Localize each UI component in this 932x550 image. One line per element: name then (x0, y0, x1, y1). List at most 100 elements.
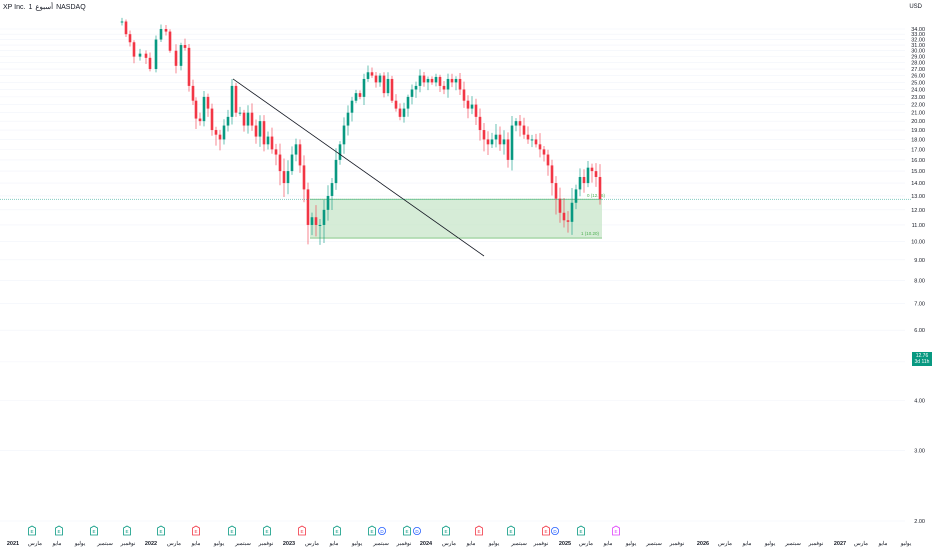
candle-body (164, 29, 168, 32)
candle-body (234, 85, 238, 113)
x-tick-label: نوفمبر (396, 541, 412, 547)
x-tick-label: مارس (718, 540, 732, 547)
zone-top-label: 0 (12.76) (587, 193, 606, 198)
zone-rect (310, 199, 602, 239)
symbol-header[interactable]: XP Inc. 1 أسبوع NASDAQ (3, 3, 89, 11)
grid (0, 28, 905, 522)
candle-body (282, 171, 286, 184)
candle-body (418, 75, 422, 86)
y-tick-label: 9.00 (914, 258, 925, 264)
candlestick-series[interactable] (120, 17, 602, 245)
earnings-marker-label: E (405, 529, 408, 534)
y-tick-label: 14.00 (911, 181, 925, 187)
candle-body (522, 125, 526, 135)
candle-body (330, 183, 334, 196)
zone-bottom-label: 1 (10.20) (581, 231, 600, 236)
x-tick-label: نوفمبر (669, 541, 685, 547)
x-tick-label: 2021 (7, 541, 19, 547)
dividend-marker-label: D (553, 529, 557, 534)
y-tick-label: 26.00 (911, 74, 925, 80)
earnings-marker-label: E (477, 529, 480, 534)
candle-body (132, 42, 136, 57)
candle-body (159, 29, 163, 40)
candle-body (406, 96, 410, 109)
candle-body (326, 195, 330, 210)
candle-body (482, 130, 486, 140)
candle-body (538, 144, 542, 150)
dividend-marker (377, 527, 386, 536)
currency-label[interactable]: USD (909, 4, 922, 10)
candle-body (222, 125, 226, 140)
candle-body (334, 159, 338, 184)
last-price-value: 12.76 (915, 353, 929, 359)
candle-body (458, 78, 462, 90)
earnings-marker-label: E (544, 529, 547, 534)
earnings-marker-label: E (57, 529, 60, 534)
countdown-value: 3d 11h (914, 359, 930, 365)
candle-body (598, 176, 602, 200)
candle-body (478, 116, 482, 131)
candle-body (566, 220, 570, 222)
earnings-marker-label: E (614, 529, 617, 534)
y-tick-label: 27.00 (911, 67, 925, 73)
y-tick-label: 19.00 (911, 128, 925, 134)
x-tick-label: نوفمبر (258, 541, 274, 547)
x-tick-label: يوليو (74, 540, 86, 547)
x-tick-label: يوليو (764, 540, 776, 547)
candle-body (586, 167, 590, 184)
candle-body (286, 171, 290, 184)
y-tick-label: 6.00 (914, 328, 925, 334)
candle-body (342, 125, 346, 145)
candle-body (322, 209, 326, 225)
x-tick-label: 2022 (145, 541, 157, 547)
earnings-marker-label: E (230, 529, 233, 534)
candle-body (370, 72, 374, 76)
x-tick-label: 2026 (697, 541, 709, 547)
candle-body (346, 112, 350, 126)
earnings-marker-label: E (159, 529, 162, 534)
candle-body (526, 134, 530, 140)
candle-body (590, 167, 594, 172)
candle-body (258, 121, 262, 137)
candle-body (502, 139, 506, 145)
dividend-marker (412, 527, 421, 536)
trendline[interactable] (232, 78, 485, 257)
candle-body (366, 72, 370, 79)
candle-body (426, 78, 430, 83)
target-zone[interactable]: 1 (10.20) 0 (12.76) (310, 193, 606, 239)
candle-body (278, 154, 282, 172)
earnings-marker (475, 525, 483, 536)
candle-body (466, 100, 470, 109)
x-tick-label: سبتمبر (372, 541, 389, 547)
y-tick-label: 31.00 (911, 43, 925, 49)
y-tick-label: 24.00 (911, 87, 925, 93)
candle-body (338, 144, 342, 160)
candle-body (154, 39, 158, 70)
candle-body (374, 75, 378, 83)
earnings-marker (442, 525, 450, 536)
candle-body (354, 93, 358, 101)
candle-body (446, 78, 450, 90)
x-tick-label: مايو (466, 540, 476, 547)
candle-body (290, 154, 294, 172)
earnings-marker-label: E (92, 529, 95, 534)
candle-body (462, 89, 466, 101)
x-tick-label: يوليو (213, 540, 225, 547)
y-tick-label: 20.00 (911, 119, 925, 125)
candle-body (210, 108, 214, 131)
earnings-marker (612, 525, 620, 536)
y-tick-label: 17.00 (911, 147, 925, 153)
candle-body (191, 85, 195, 101)
y-tick-label: 2.00 (914, 519, 925, 525)
earnings-marker (368, 525, 376, 536)
x-tick-label: يوليو (351, 540, 363, 547)
candle-body (430, 78, 434, 83)
x-tick-label: سبتمبر (510, 541, 527, 547)
x-tick-label: مايو (52, 540, 62, 547)
candle-body (310, 217, 314, 225)
earnings-marker (333, 525, 341, 536)
y-tick-label: 33.00 (911, 32, 925, 38)
candle-body (226, 116, 230, 126)
